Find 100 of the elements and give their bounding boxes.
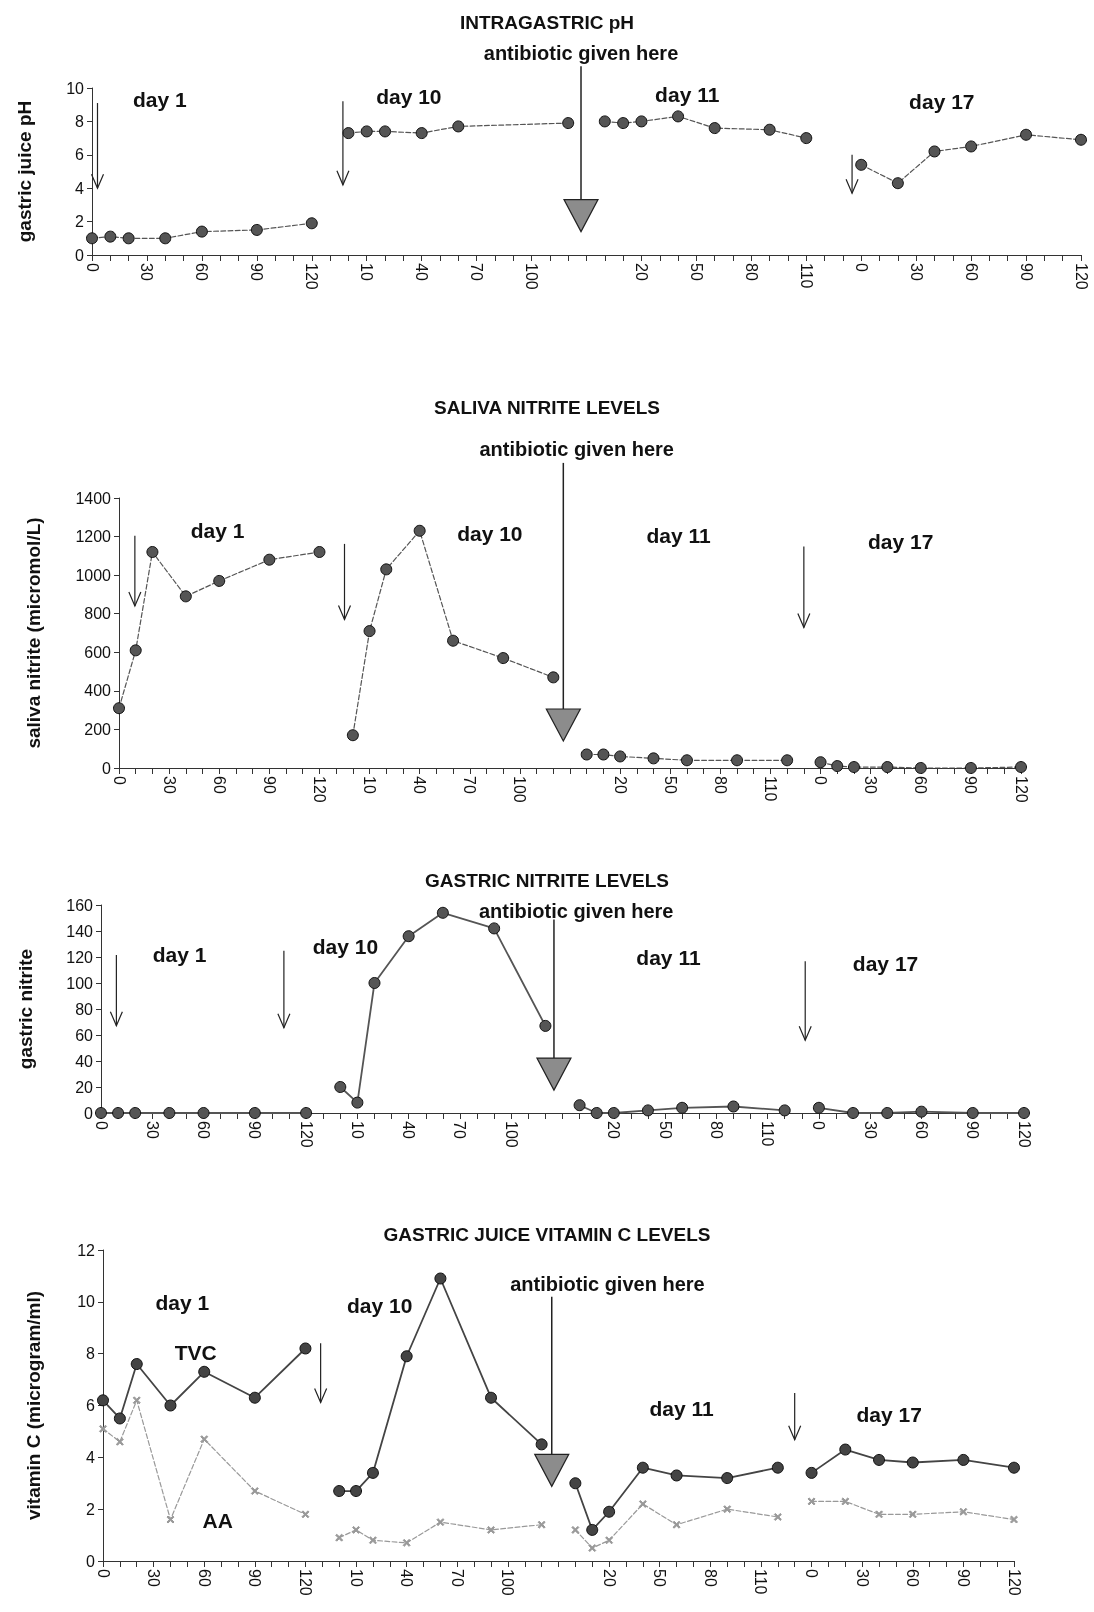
x-tick-label: 50 — [656, 1121, 674, 1139]
point — [402, 1538, 411, 1547]
x-tick-label: 20 — [605, 1121, 623, 1139]
point — [614, 750, 627, 763]
point — [873, 1453, 886, 1466]
point — [586, 1523, 599, 1536]
point — [607, 1107, 620, 1119]
point — [436, 906, 449, 919]
point — [641, 1104, 654, 1117]
point — [573, 1099, 586, 1112]
x-tick-label: 30 — [145, 1569, 163, 1587]
x-tick-label: 70 — [448, 1569, 466, 1587]
y-tick-label: 10 — [77, 1293, 96, 1311]
point — [805, 1466, 818, 1479]
x-tick-label: 20 — [611, 776, 629, 794]
x-tick-label: 30 — [907, 263, 925, 281]
point — [547, 671, 560, 684]
text: antibiotic given here — [483, 41, 679, 64]
point — [959, 1507, 968, 1516]
x-tick-label: 120 — [303, 263, 321, 290]
point — [847, 1107, 860, 1119]
x-tick-label: 50 — [661, 776, 679, 794]
point — [908, 1510, 917, 1519]
point — [635, 115, 648, 128]
point — [1020, 128, 1033, 141]
x-tick-label: 70 — [468, 263, 486, 281]
point — [488, 922, 501, 935]
point — [605, 1536, 614, 1545]
point — [590, 1107, 603, 1119]
annotation: day 11 — [636, 945, 701, 969]
x-tick-label: 0 — [852, 263, 870, 272]
x-tick-label: 60 — [912, 776, 930, 794]
y-tick-label: 800 — [84, 605, 112, 623]
point — [781, 754, 794, 767]
x-tick-label: 20 — [600, 1569, 618, 1587]
x-tick-label: 110 — [797, 263, 815, 289]
point — [841, 1497, 850, 1506]
point — [198, 1365, 211, 1378]
point — [906, 1456, 919, 1469]
x-tick-label: 10 — [358, 263, 376, 281]
x-tick-label: 40 — [400, 1121, 418, 1139]
x-tick-label: 120 — [296, 1569, 314, 1596]
chart-title: GASTRIC JUICE VITAMIN C LEVELS — [383, 1224, 711, 1245]
x-tick-label: 80 — [707, 1121, 725, 1139]
x-tick-label: 120 — [1012, 776, 1030, 803]
x-tick-label: 30 — [861, 1121, 879, 1139]
point — [670, 1469, 683, 1482]
point — [250, 223, 263, 236]
y-tick-label: 140 — [66, 922, 94, 940]
point — [86, 232, 98, 245]
point — [812, 1101, 825, 1114]
x-tick-label: 70 — [451, 1121, 469, 1139]
annotation: day 17 — [909, 89, 975, 113]
x-tick-label: 120 — [1015, 1121, 1033, 1148]
point — [368, 977, 381, 989]
x-tick-label: 100 — [499, 1569, 517, 1596]
x-tick-label: 60 — [904, 1569, 922, 1587]
x-tick-label: 80 — [742, 263, 760, 281]
point — [112, 1107, 125, 1119]
point — [1015, 761, 1027, 774]
annotation: day 1 — [152, 943, 207, 967]
annotation: day 10 — [376, 84, 442, 108]
x-tick-label: 120 — [310, 776, 328, 803]
point — [721, 1472, 734, 1485]
point — [366, 1466, 379, 1479]
chart-title: GASTRIC NITRITE LEVELS — [425, 870, 669, 891]
x-tick-label: 80 — [701, 1569, 719, 1587]
point — [95, 1107, 107, 1119]
x-tick-label: 90 — [260, 776, 278, 794]
point — [571, 1525, 580, 1534]
point — [881, 1107, 894, 1119]
x-tick-label: 30 — [853, 1569, 871, 1587]
point — [115, 1437, 124, 1446]
point — [159, 232, 172, 245]
x-tick-label: 50 — [687, 263, 705, 281]
x-tick-label: 120 — [297, 1121, 315, 1148]
point — [727, 1100, 740, 1113]
x-tick-label: 90 — [248, 263, 266, 281]
point — [487, 1525, 496, 1534]
point — [771, 1461, 784, 1474]
point — [104, 230, 117, 243]
y-tick-label: 4 — [86, 1448, 96, 1466]
y-tick-label: 60 — [75, 1026, 94, 1044]
annotation: day 17 — [852, 951, 919, 975]
x-tick-label: 30 — [160, 776, 178, 794]
point — [129, 644, 142, 657]
x-tick-label: 110 — [752, 1569, 770, 1595]
annotation: day 11 — [649, 1397, 715, 1421]
x-tick-label: 110 — [759, 1121, 777, 1147]
point — [847, 761, 860, 774]
point — [305, 217, 318, 230]
x-tick-label: 0 — [110, 776, 128, 785]
x-tick-label: 90 — [962, 776, 980, 794]
point — [263, 553, 276, 566]
x-tick-label: 10 — [348, 1121, 366, 1139]
point — [839, 1443, 852, 1456]
point — [179, 590, 192, 603]
point — [379, 125, 392, 138]
y-tick-label: 80 — [75, 1000, 94, 1018]
point — [352, 1525, 361, 1534]
